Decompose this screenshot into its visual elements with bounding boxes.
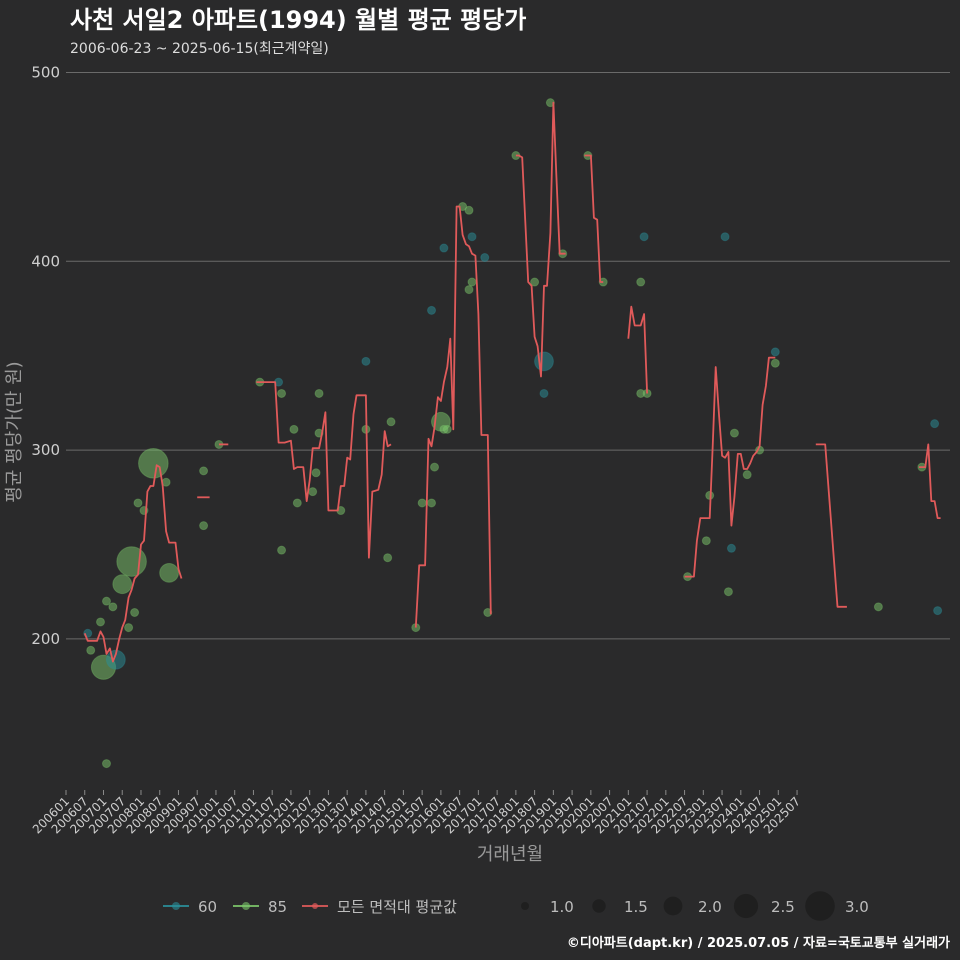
legend-size-circle bbox=[663, 896, 683, 916]
data-point bbox=[108, 602, 118, 612]
data-point bbox=[480, 252, 490, 262]
legend-dot-avg bbox=[312, 903, 318, 909]
data-point bbox=[639, 232, 649, 242]
x-axis-ticks: 2006012006072007012007072008012008072009… bbox=[30, 790, 803, 837]
data-point bbox=[159, 562, 179, 583]
legend-size-label: 3.0 bbox=[845, 898, 869, 916]
y-tick-labels: 200 300 400 500 bbox=[31, 63, 60, 647]
data-point bbox=[467, 277, 477, 287]
data-point bbox=[277, 388, 287, 398]
data-point bbox=[701, 536, 711, 546]
average-line-segment bbox=[684, 356, 776, 578]
data-point bbox=[386, 417, 396, 427]
data-point bbox=[439, 243, 449, 253]
data-point bbox=[464, 285, 474, 295]
average-line-segment bbox=[515, 101, 566, 378]
data-point bbox=[598, 277, 608, 287]
data-point bbox=[742, 470, 752, 480]
data-point bbox=[308, 487, 318, 497]
legend-label-85: 85 bbox=[268, 898, 287, 916]
data-point bbox=[539, 388, 549, 398]
footer-credit: ©디아파트(dapt.kr) / 2025.07.05 / 자료=국토교통부 실… bbox=[567, 935, 950, 951]
data-point bbox=[770, 347, 780, 357]
data-point bbox=[430, 462, 440, 472]
average-line-segment bbox=[256, 381, 392, 559]
data-point bbox=[545, 98, 555, 108]
data-point bbox=[933, 606, 943, 616]
average-line-segment bbox=[627, 305, 648, 394]
average-line-segment bbox=[918, 443, 941, 519]
data-point bbox=[534, 351, 554, 372]
legend-size-label: 1.5 bbox=[624, 898, 648, 916]
data-point bbox=[130, 607, 140, 617]
data-point bbox=[383, 553, 393, 563]
legend-size-label: 2.5 bbox=[771, 898, 795, 916]
data-point bbox=[277, 545, 287, 555]
data-point bbox=[314, 388, 324, 398]
average-line bbox=[83, 101, 941, 663]
data-point bbox=[930, 419, 940, 429]
data-point bbox=[95, 617, 105, 627]
data-point bbox=[873, 602, 883, 612]
gridlines bbox=[66, 71, 950, 640]
legend-size-label: 1.0 bbox=[550, 898, 574, 916]
data-point bbox=[101, 596, 111, 606]
y-tick-label: 400 bbox=[31, 252, 60, 270]
data-point bbox=[427, 498, 437, 508]
average-line-segment bbox=[584, 154, 604, 283]
chart-title: 사천 서일2 아파트(1994) 월별 평균 평당가 bbox=[70, 6, 526, 34]
y-axis-title: 평균 평당가(만 원) bbox=[4, 361, 25, 502]
x-axis-title: 거래년월 bbox=[477, 844, 543, 865]
legend-size-circle bbox=[521, 902, 529, 910]
data-point bbox=[199, 521, 209, 531]
legend-dot-85 bbox=[242, 902, 250, 910]
data-point bbox=[530, 277, 540, 287]
y-tick-label: 300 bbox=[31, 441, 60, 459]
legend-size-circle bbox=[733, 893, 759, 919]
data-point bbox=[292, 498, 302, 508]
data-point bbox=[723, 587, 733, 597]
data-point bbox=[116, 546, 147, 577]
data-point bbox=[770, 358, 780, 368]
data-point bbox=[86, 645, 96, 655]
data-point bbox=[199, 466, 209, 476]
legend-label-60: 60 bbox=[198, 898, 217, 916]
y-tick-label: 500 bbox=[31, 63, 60, 81]
chart-subtitle: 2006-06-23 ~ 2025-06-15(최근계약일) bbox=[70, 41, 329, 57]
average-line-segment bbox=[83, 464, 183, 663]
data-point bbox=[133, 498, 143, 508]
data-point bbox=[442, 424, 452, 434]
data-point bbox=[101, 759, 111, 769]
legend-size-circle bbox=[805, 891, 835, 921]
legend-dot-60 bbox=[172, 902, 180, 910]
data-point bbox=[361, 356, 371, 366]
data-point bbox=[636, 277, 646, 287]
data-point bbox=[311, 468, 321, 478]
legend-label-avg: 모든 면적대 평균값 bbox=[337, 898, 457, 916]
average-line-segment bbox=[815, 443, 847, 608]
data-point bbox=[289, 424, 299, 434]
data-point bbox=[483, 607, 493, 617]
y-tick-label: 200 bbox=[31, 630, 60, 648]
average-line-segment bbox=[414, 205, 492, 628]
data-point bbox=[720, 232, 730, 242]
data-point bbox=[112, 574, 133, 595]
data-point bbox=[729, 428, 739, 438]
data-point bbox=[464, 205, 474, 215]
legend-size-circle bbox=[592, 899, 606, 913]
data-point bbox=[138, 448, 169, 479]
data-point bbox=[124, 623, 134, 633]
data-point bbox=[427, 305, 437, 315]
data-point bbox=[417, 498, 427, 508]
legend-size-label: 2.0 bbox=[698, 898, 722, 916]
legend: 60 85 모든 면적대 평균값 1.0 1.5 2.0 2.5 3.0 bbox=[163, 891, 869, 921]
data-point bbox=[726, 543, 736, 553]
data-point bbox=[467, 232, 477, 242]
